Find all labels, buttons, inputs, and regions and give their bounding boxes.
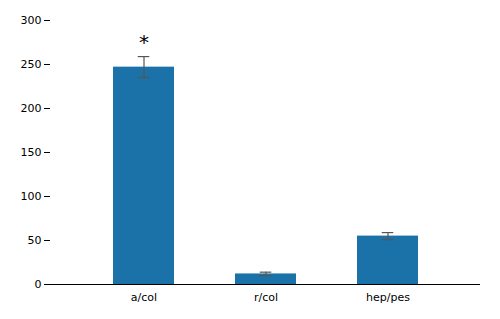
svg-text:a/col: a/col	[131, 291, 157, 304]
svg-text:0: 0	[35, 278, 42, 291]
svg-text:50: 50	[28, 234, 42, 247]
svg-text:200: 200	[21, 102, 42, 115]
svg-text:hep/pes: hep/pes	[366, 291, 410, 304]
svg-text:300: 300	[21, 14, 42, 27]
svg-text:*: *	[139, 30, 149, 54]
svg-text:100: 100	[21, 190, 42, 203]
svg-text:250: 250	[21, 58, 42, 71]
svg-text:150: 150	[21, 146, 42, 159]
svg-text:r/col: r/col	[254, 291, 278, 304]
